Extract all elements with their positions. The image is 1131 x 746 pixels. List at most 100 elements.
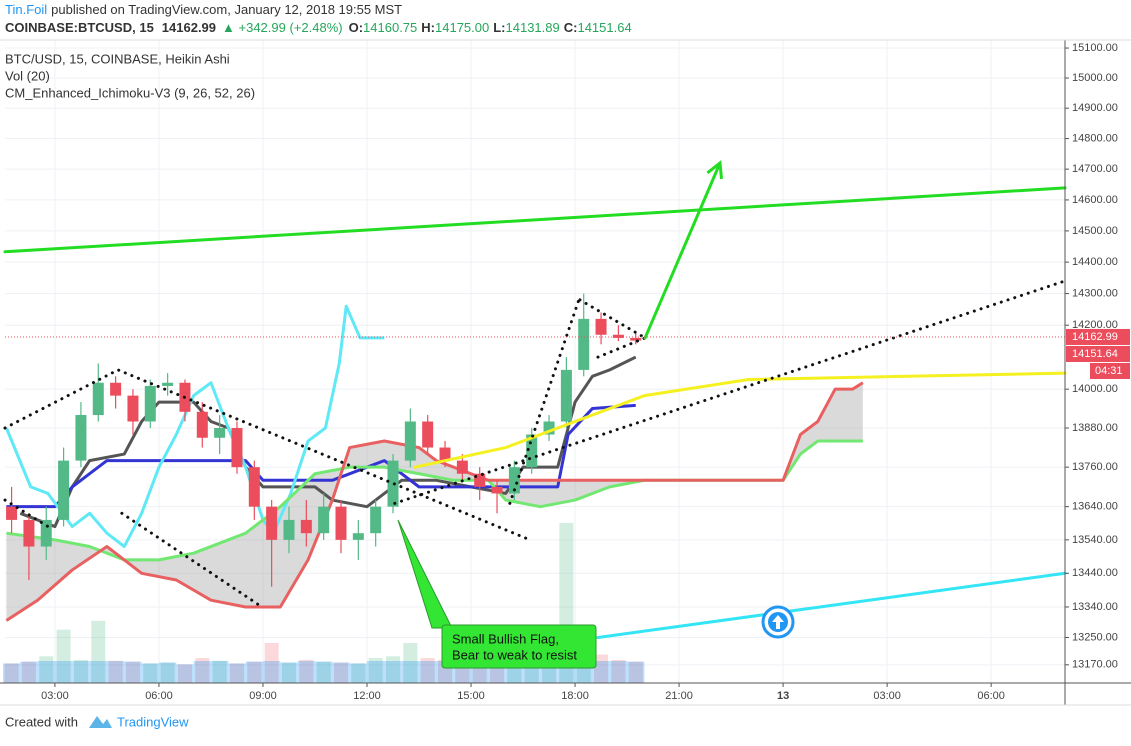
candle-body: [58, 460, 70, 520]
volume-bar: [628, 661, 643, 683]
y-tick-label: 14500.00: [1072, 225, 1118, 237]
candle-body: [491, 486, 503, 494]
price-label-box: [1066, 328, 1130, 345]
volume-base: [315, 661, 333, 683]
ohlc-value: 14151.64: [577, 20, 631, 35]
volume-bar: [143, 663, 158, 683]
candle-body: [23, 519, 35, 547]
trend-line: [596, 336, 647, 359]
volume-bar: [4, 663, 19, 683]
volume-base: [2, 663, 21, 683]
trend-line: [508, 295, 582, 505]
candle-body: [266, 506, 278, 540]
indicator-line: [5, 381, 864, 622]
published: published on TradingView.com, January 12…: [51, 2, 402, 17]
y-tick-label: 14000.00: [1072, 383, 1118, 395]
y-tick-label: 13250.00: [1072, 631, 1118, 643]
volume-base: [72, 661, 90, 683]
volume-bar: [351, 663, 366, 683]
candle-body: [162, 382, 174, 386]
candle-body: [214, 428, 226, 438]
y-tick-label: 14600.00: [1072, 194, 1118, 206]
volume-base: [609, 661, 628, 683]
volume-base: [211, 661, 229, 683]
x-tick-label: 12:00: [353, 690, 381, 702]
volume-bar: [56, 629, 71, 683]
volume-base: [159, 662, 177, 683]
y-tick-label: 13760.00: [1072, 461, 1118, 473]
author[interactable]: Tin.Foil: [5, 2, 47, 17]
candle-body: [6, 506, 18, 520]
x-tick-label: 18:00: [561, 690, 589, 702]
volume-bar: [212, 660, 227, 683]
candle-body: [526, 434, 538, 468]
volume-bar: [247, 661, 262, 683]
x-tick-label: 09:00: [249, 690, 277, 702]
y-tick-label: 13540.00: [1072, 534, 1118, 546]
cloud-fill: [6, 382, 863, 621]
symbol: COINBASE:BTCUSD, 15: [5, 20, 154, 35]
volume-base: [107, 661, 125, 683]
volume-bar: [594, 654, 609, 683]
candle-body: [422, 421, 434, 448]
callout-box: [441, 624, 597, 669]
volume-base: [228, 663, 246, 683]
candle-body: [92, 382, 104, 416]
price-label-box: [1066, 345, 1130, 362]
volume-base: [37, 661, 55, 683]
candle-body: [127, 395, 139, 422]
y-tick-label: 13440.00: [1072, 567, 1118, 579]
ohlc-value: 14131.89: [506, 20, 560, 35]
indicator-line: [6, 403, 636, 509]
indicator-line: [19, 355, 637, 529]
volume-bar: [39, 656, 54, 683]
legend-volume: Vol (20): [5, 68, 50, 83]
countdown: 04:31: [1095, 365, 1123, 377]
volume-base: [245, 661, 264, 683]
ohlc-key: H:: [421, 20, 435, 35]
ohlc-key: O:: [349, 20, 363, 35]
legend-symbol: BTC/USD, 15, COINBASE, Heikin Ashi: [5, 51, 230, 66]
indicator-line: [5, 304, 385, 549]
ohlc-value: 14175.00: [435, 20, 489, 35]
volume-base: [401, 661, 420, 683]
volume-base: [297, 661, 316, 683]
callout-text: Bear to weak to resist: [452, 647, 577, 662]
y-tick-label: 13640.00: [1072, 501, 1118, 513]
y-tick-label: 14400.00: [1072, 256, 1118, 268]
signal-icon: [761, 605, 795, 639]
y-tick-label: 14800.00: [1072, 132, 1118, 144]
volume-bar: [195, 658, 210, 683]
trend-line: [596, 571, 1067, 640]
volume-bar: [108, 660, 123, 683]
callout-text: Small Bullish Flag,: [452, 631, 559, 646]
volume-bar: [229, 663, 244, 683]
volume-bar: [333, 662, 348, 683]
volume-bar: [299, 659, 314, 683]
candle-body: [456, 460, 468, 474]
volume-bar: [160, 662, 175, 683]
trend-line: [643, 161, 722, 340]
volume-bar: [316, 661, 331, 683]
candle-body: [404, 421, 416, 461]
footer-brand[interactable]: TradingView: [117, 714, 189, 729]
volume-bar: [403, 643, 418, 683]
header-line-1: Tin.Foil published on TradingView.com, Ja…: [5, 2, 402, 17]
price: 14162.99: [162, 20, 216, 35]
y-tick-label: 14300.00: [1072, 287, 1118, 299]
countdown-box: [1090, 362, 1130, 379]
volume-base: [20, 661, 38, 683]
volume-base: [124, 661, 142, 683]
volume-base: [263, 661, 281, 683]
y-tick-label: 14900.00: [1072, 102, 1118, 114]
volume-base: [384, 661, 402, 683]
volume-bar: [420, 658, 435, 683]
candle-body: [318, 506, 330, 534]
volume-base: [349, 663, 368, 683]
volume-bar: [21, 661, 36, 683]
candle-body: [595, 318, 607, 335]
volume-bar: [264, 643, 279, 683]
volume-bar: [368, 658, 383, 683]
volume-base: [141, 663, 159, 683]
